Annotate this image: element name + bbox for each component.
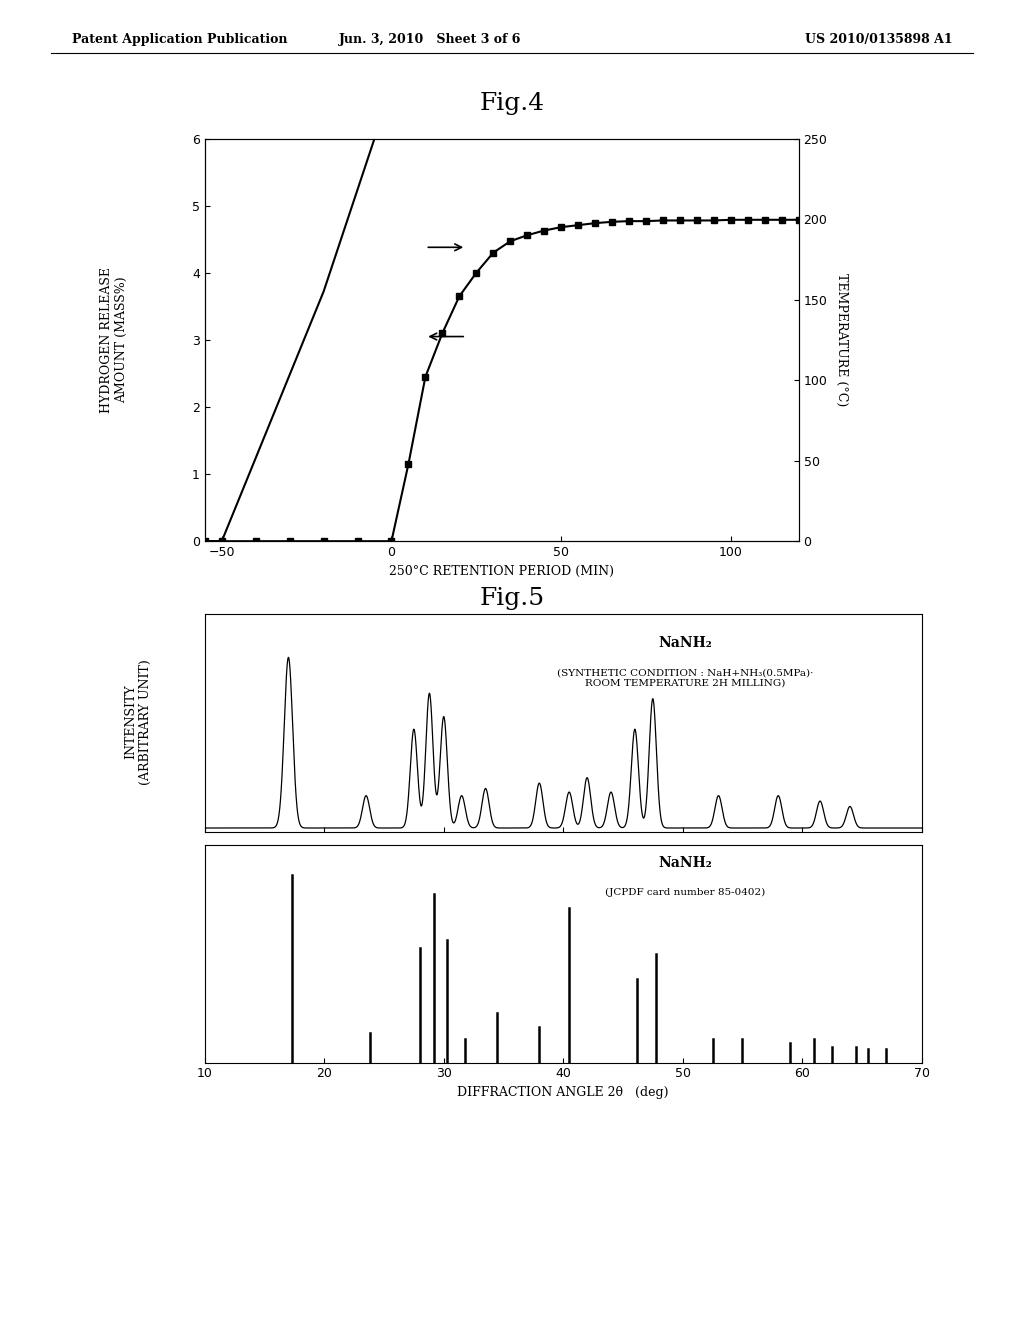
Y-axis label: HYDROGEN RELEASE
AMOUNT (MASS%): HYDROGEN RELEASE AMOUNT (MASS%) (99, 267, 128, 413)
Text: (JCPDF card number 85-0402): (JCPDF card number 85-0402) (605, 888, 765, 898)
Text: (SYNTHETIC CONDITION : NaH+NH₃(0.5MPa)·
ROOM TEMPERATURE 2H MILLING): (SYNTHETIC CONDITION : NaH+NH₃(0.5MPa)· … (557, 668, 813, 688)
Text: NaNH₂: NaNH₂ (658, 635, 712, 649)
X-axis label: 250°C RETENTION PERIOD (MIN): 250°C RETENTION PERIOD (MIN) (389, 565, 614, 578)
Text: Jun. 3, 2010   Sheet 3 of 6: Jun. 3, 2010 Sheet 3 of 6 (339, 33, 521, 46)
Text: US 2010/0135898 A1: US 2010/0135898 A1 (805, 33, 952, 46)
Text: INTENSITY
(ARBITRARY UNIT): INTENSITY (ARBITRARY UNIT) (124, 659, 153, 785)
Y-axis label: TEMPERATURE (°C): TEMPERATURE (°C) (836, 273, 848, 407)
Text: Patent Application Publication: Patent Application Publication (72, 33, 287, 46)
Text: Fig.4: Fig.4 (479, 92, 545, 115)
Text: Fig.5: Fig.5 (479, 587, 545, 610)
Text: NaNH₂: NaNH₂ (658, 855, 712, 870)
X-axis label: DIFFRACTION ANGLE 2θ   (deg): DIFFRACTION ANGLE 2θ (deg) (458, 1086, 669, 1100)
